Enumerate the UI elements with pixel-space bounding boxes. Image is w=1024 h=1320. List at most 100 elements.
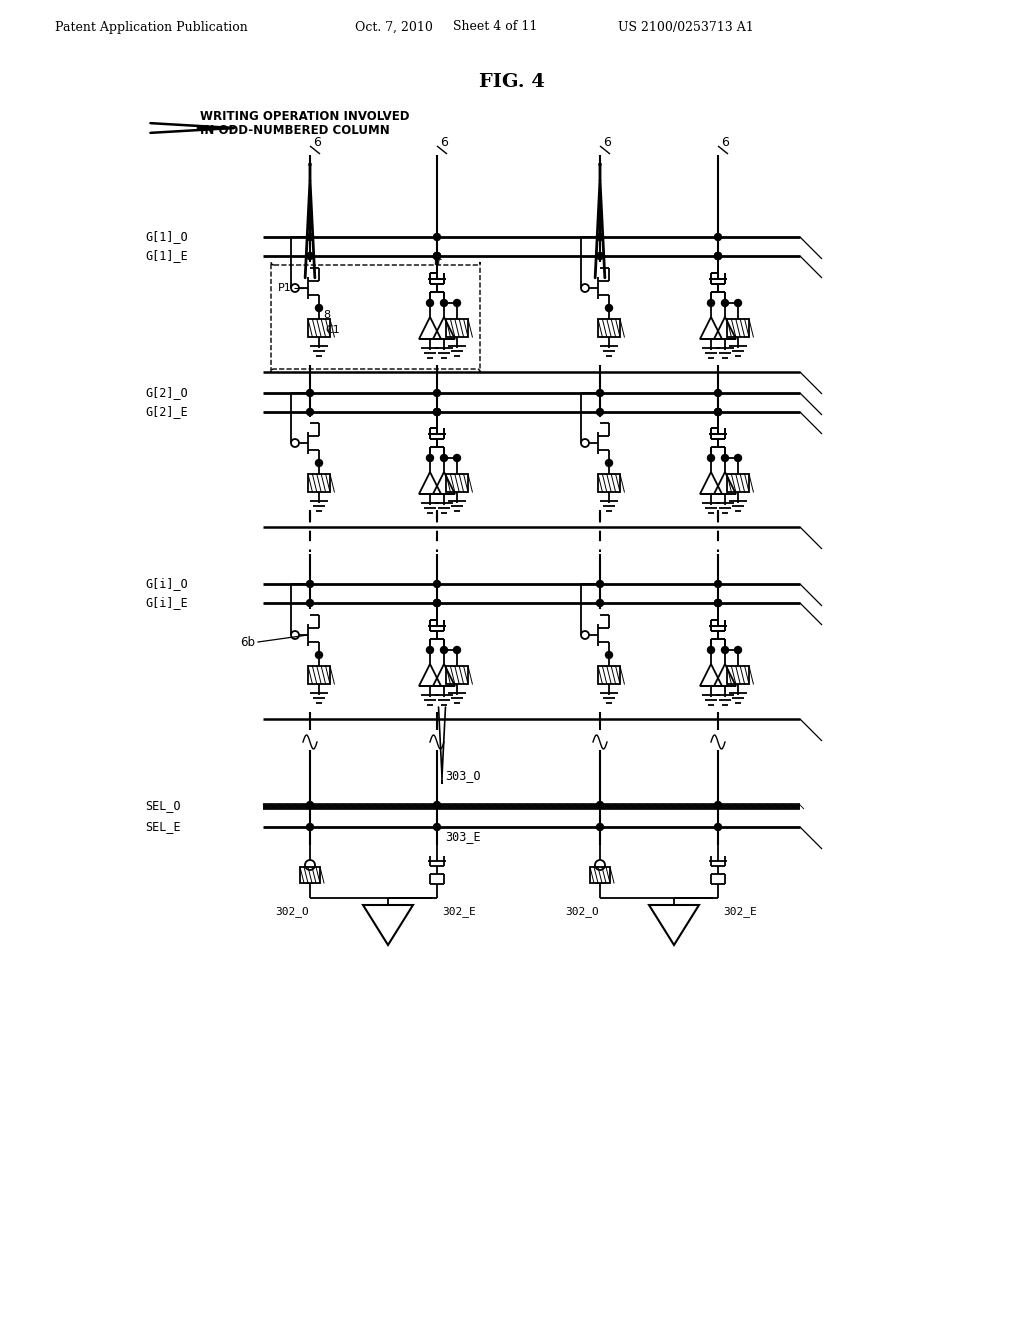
- Text: G[2]_O: G[2]_O: [145, 387, 187, 400]
- Text: 6: 6: [603, 136, 611, 149]
- Circle shape: [306, 581, 313, 587]
- Circle shape: [433, 252, 440, 260]
- Text: IN ODD-NUMBERED COLUMN: IN ODD-NUMBERED COLUMN: [200, 124, 390, 136]
- Text: P1: P1: [279, 282, 292, 293]
- Circle shape: [433, 234, 440, 240]
- Bar: [727, 667, 749, 684]
- Bar: [598, 667, 620, 684]
- Circle shape: [306, 599, 313, 606]
- Circle shape: [708, 454, 715, 462]
- Circle shape: [454, 647, 461, 653]
- Circle shape: [715, 389, 722, 396]
- Circle shape: [315, 459, 323, 466]
- Text: 303_O: 303_O: [445, 770, 480, 783]
- Circle shape: [433, 599, 440, 606]
- Text: C1: C1: [325, 325, 340, 335]
- Text: Patent Application Publication: Patent Application Publication: [55, 21, 248, 33]
- Text: SEL_O: SEL_O: [145, 800, 180, 813]
- Bar: [308, 319, 330, 337]
- Circle shape: [433, 408, 440, 416]
- Text: 6: 6: [313, 136, 321, 149]
- Text: Tr: Tr: [432, 257, 441, 267]
- Circle shape: [715, 599, 722, 606]
- Circle shape: [433, 599, 440, 606]
- Circle shape: [715, 581, 722, 587]
- Bar: [308, 667, 330, 684]
- Text: Oct. 7, 2010: Oct. 7, 2010: [355, 21, 433, 33]
- Circle shape: [306, 824, 313, 830]
- Circle shape: [715, 599, 722, 606]
- Circle shape: [715, 252, 722, 260]
- Circle shape: [597, 599, 603, 606]
- Text: 302_E: 302_E: [442, 907, 476, 917]
- Circle shape: [427, 300, 433, 306]
- Text: 6: 6: [721, 136, 729, 149]
- Circle shape: [433, 599, 440, 606]
- Circle shape: [306, 252, 313, 260]
- Circle shape: [315, 305, 323, 312]
- Circle shape: [433, 252, 440, 260]
- Circle shape: [597, 389, 603, 396]
- Text: 302_E: 302_E: [723, 907, 757, 917]
- Circle shape: [597, 824, 603, 830]
- Circle shape: [715, 801, 722, 808]
- Bar: [598, 474, 620, 492]
- Circle shape: [433, 389, 440, 396]
- Text: Sheet 4 of 11: Sheet 4 of 11: [453, 21, 538, 33]
- Circle shape: [427, 647, 433, 653]
- Circle shape: [708, 647, 715, 653]
- Circle shape: [597, 252, 603, 260]
- Circle shape: [734, 454, 741, 462]
- Circle shape: [306, 408, 313, 416]
- Bar: [446, 319, 468, 337]
- Circle shape: [715, 408, 722, 416]
- Text: 302_O: 302_O: [565, 907, 599, 917]
- Circle shape: [597, 408, 603, 416]
- Circle shape: [715, 408, 722, 416]
- Text: US 2100/0253713 A1: US 2100/0253713 A1: [618, 21, 754, 33]
- Circle shape: [715, 408, 722, 416]
- Circle shape: [433, 408, 440, 416]
- Circle shape: [722, 300, 728, 306]
- Text: 303_E: 303_E: [445, 830, 480, 843]
- Circle shape: [306, 389, 313, 396]
- Text: SEL_E: SEL_E: [145, 821, 180, 833]
- Text: WRITING OPERATION INVOLVED: WRITING OPERATION INVOLVED: [200, 110, 410, 123]
- Circle shape: [454, 454, 461, 462]
- Circle shape: [433, 408, 440, 416]
- Circle shape: [440, 300, 447, 306]
- Circle shape: [433, 581, 440, 587]
- Bar: [308, 474, 330, 492]
- Circle shape: [454, 300, 461, 306]
- Circle shape: [605, 305, 612, 312]
- Text: G[i]_E: G[i]_E: [145, 597, 187, 610]
- Circle shape: [722, 454, 728, 462]
- Bar: [590, 867, 610, 883]
- Circle shape: [722, 647, 728, 653]
- Text: 302_O: 302_O: [275, 907, 309, 917]
- Circle shape: [734, 300, 741, 306]
- Bar: [446, 667, 468, 684]
- Circle shape: [605, 652, 612, 659]
- Circle shape: [315, 652, 323, 659]
- Text: G[1]_O: G[1]_O: [145, 231, 187, 243]
- Circle shape: [306, 234, 313, 240]
- Circle shape: [734, 647, 741, 653]
- Bar: [727, 474, 749, 492]
- Circle shape: [597, 801, 603, 808]
- Bar: [446, 474, 468, 492]
- Text: G[1]_E: G[1]_E: [145, 249, 187, 263]
- Circle shape: [708, 300, 715, 306]
- Circle shape: [597, 234, 603, 240]
- Text: 6: 6: [440, 136, 447, 149]
- Circle shape: [440, 454, 447, 462]
- Circle shape: [715, 252, 722, 260]
- Circle shape: [306, 801, 313, 808]
- Text: 8: 8: [323, 310, 330, 319]
- Circle shape: [433, 801, 440, 808]
- Circle shape: [715, 252, 722, 260]
- Circle shape: [440, 647, 447, 653]
- Bar: [300, 867, 319, 883]
- Circle shape: [433, 252, 440, 260]
- Circle shape: [433, 824, 440, 830]
